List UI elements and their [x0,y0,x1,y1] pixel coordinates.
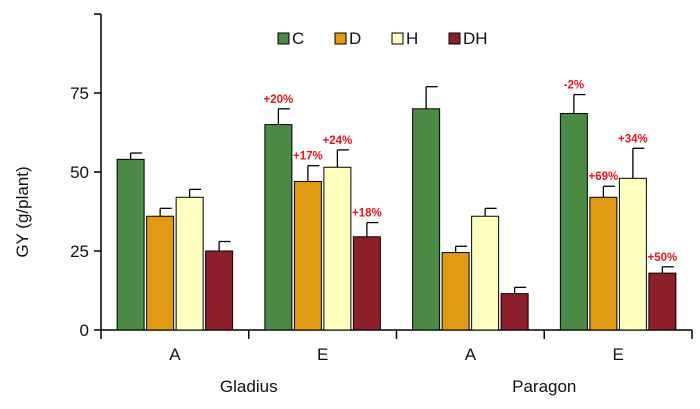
bar-c [116,158,145,331]
x-axis: A E A E Gladius Paragon [100,330,693,396]
legend-swatch-dh [448,32,461,45]
x-tick-label: A [465,345,477,364]
bar-annotation: +50% [648,252,678,264]
legend-swatch-c [277,32,290,45]
bar-h [323,166,352,331]
legend-swatch-d [334,32,347,45]
bar-dh [648,272,677,331]
bar-d [589,196,618,331]
bar-h [471,215,500,331]
y-tick-label: 0 [80,321,89,340]
annotations: +20% +17%+24% +18% -2% +69% +34% +50% [264,80,678,264]
bar-c [412,108,441,331]
bar-c [559,113,588,331]
bar-dh [500,293,529,331]
legend-label-c: C [292,29,304,48]
bar-d [441,252,470,331]
legend: C D H DH [277,29,488,48]
legend-label-d: D [349,29,361,48]
y-tick-label: 75 [70,84,89,103]
bar-h [175,196,204,331]
bar-d [293,180,322,331]
bar-dh [205,250,234,331]
bar-annotation: -2% [564,80,584,92]
bar-d [146,215,175,331]
bar-c [264,124,293,331]
bar-annotation: +17% [293,151,323,163]
x-tick-label: E [317,345,328,364]
cultivar-label: Gladius [220,377,278,396]
y-tick-label: 50 [70,163,89,182]
bar-annotation: +20% [264,94,294,106]
y-axis-title: GY (g/plant) [13,166,32,257]
x-tick-label: E [612,345,623,364]
legend-label-h: H [406,29,418,48]
bar-annotation: +69% [589,171,619,183]
bar-annotation: +24% [323,135,353,147]
bar-annotation: +34% [618,133,648,145]
bars [116,86,677,331]
legend-label-dh: DH [463,29,488,48]
bar-annotation: +18% [352,208,382,220]
bar-dh [352,236,381,331]
y-axis: 0 25 50 75 [70,13,101,340]
y-tick-label: 25 [70,242,89,261]
x-tick-label: A [169,345,181,364]
legend-swatch-h [391,32,404,45]
bar-h [618,177,647,331]
cultivar-label: Paragon [512,377,576,396]
